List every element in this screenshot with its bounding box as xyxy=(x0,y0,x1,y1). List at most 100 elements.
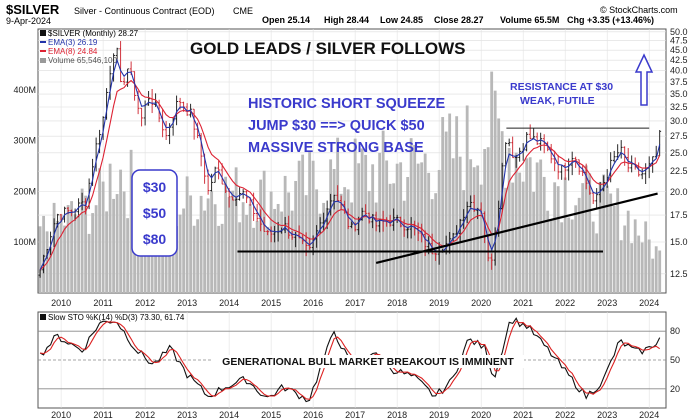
stoch-year-label: 2021 xyxy=(513,410,533,420)
volume-bar xyxy=(73,214,77,293)
stoch-legend-swatch xyxy=(40,314,46,320)
x-axis-stochastic: 2010 2011 2012 2013 2014 2015 2016 2017 2018 2019… xyxy=(51,410,659,420)
stoch-year-label: 2018 xyxy=(387,410,407,420)
volume-bar xyxy=(630,243,634,293)
price-tick-label: 45.0 xyxy=(670,45,688,55)
stoch-d-line xyxy=(40,320,661,400)
volume-bar xyxy=(115,194,119,293)
squeeze-line-1: HISTORIC SHORT SQUEEZE xyxy=(248,96,445,112)
price-tick-label: 17.5 xyxy=(670,210,688,220)
volume-bar xyxy=(189,195,193,293)
volume-bar xyxy=(210,191,214,293)
volume-bar xyxy=(581,183,585,293)
volume-bar xyxy=(413,144,417,293)
stoch-year-label: 2013 xyxy=(177,410,197,420)
open-value: Open 25.14 xyxy=(262,15,310,25)
volume-bar xyxy=(472,167,476,293)
volume-bar xyxy=(66,205,70,293)
volume-bar xyxy=(231,190,235,293)
price-tick-label: 40.0 xyxy=(670,66,688,76)
volume-bar xyxy=(325,208,329,293)
stoch-year-label: 2022 xyxy=(555,410,575,420)
volume-bar xyxy=(259,179,263,293)
volume-bar xyxy=(329,159,333,293)
volume-bar xyxy=(77,215,81,293)
volume-bar xyxy=(266,226,270,293)
volume-bar xyxy=(343,187,347,293)
volume-bar xyxy=(595,233,599,293)
volume-bar xyxy=(507,147,511,293)
price-axis: 12.5 15.0 17.5 20.0 22.5 25.0 27.5 30.0 32.5 35.0… xyxy=(670,27,688,279)
volume-bar xyxy=(423,153,427,293)
chart-legend: $SILVER (Monthly) 28.27 EMA(3) 26.19 EMA… xyxy=(40,29,139,65)
year-label: 2012 xyxy=(135,298,155,308)
volume-bar xyxy=(553,182,557,293)
price-tick-label: 30.0 xyxy=(670,116,688,126)
volume-bar xyxy=(364,154,368,293)
volume-bar xyxy=(392,183,396,293)
volume-bar xyxy=(476,165,480,293)
volume-bar xyxy=(640,242,644,293)
volume-bar xyxy=(399,162,403,293)
price-tick-label: 15.0 xyxy=(670,237,688,247)
year-label: 2014 xyxy=(219,298,239,308)
stoch-year-label: 2023 xyxy=(597,410,617,420)
year-label: 2013 xyxy=(177,298,197,308)
volume-bar xyxy=(469,159,473,293)
legend-volume: Volume 65,546,100 xyxy=(48,56,117,65)
volume-bar xyxy=(518,172,522,293)
volume-bar xyxy=(479,184,483,293)
up-arrow-icon xyxy=(634,53,654,106)
year-label: 2021 xyxy=(513,298,533,308)
year-label: 2010 xyxy=(51,298,71,308)
volume-bar xyxy=(238,222,242,293)
year-label: 2022 xyxy=(555,298,575,308)
volume-bar xyxy=(437,169,441,293)
volume-bar xyxy=(521,181,525,293)
volume-bar xyxy=(136,225,140,293)
volume-bar xyxy=(63,225,67,293)
price-tick-label: 32.5 xyxy=(670,102,688,112)
volume-bar xyxy=(262,170,266,293)
stoch-year-label: 2011 xyxy=(93,410,112,420)
volume-bar xyxy=(70,201,74,293)
volume-bar xyxy=(108,163,112,293)
volume-bar xyxy=(217,225,221,293)
volume-bar xyxy=(129,149,133,293)
volume-bar xyxy=(549,219,553,293)
stoch-year-label: 2017 xyxy=(345,410,365,420)
volume-bar xyxy=(486,147,490,293)
volume-bar xyxy=(360,148,364,293)
volume-bar xyxy=(633,219,637,293)
stoch-year-label: 2024 xyxy=(639,410,659,420)
x-axis-main: 2010 2011 2012 2013 2014 2015 2016 2017 2018 2019… xyxy=(51,298,659,308)
volume-bar xyxy=(245,214,249,293)
exchange: CME xyxy=(233,6,253,16)
volume-bar xyxy=(308,151,312,293)
volume-bar xyxy=(584,165,588,293)
target-30: $30 xyxy=(143,179,167,195)
volume-axis: 100M 200M 300M 400M xyxy=(13,85,36,247)
year-label: 2024 xyxy=(639,298,659,308)
year-label: 2016 xyxy=(303,298,323,308)
volume-bar xyxy=(371,164,375,293)
volume-bar xyxy=(542,176,546,293)
volume-bar xyxy=(301,154,305,293)
ema8-line xyxy=(39,79,661,271)
stoch-year-label: 2014 xyxy=(219,410,239,420)
volume-bar xyxy=(87,233,91,293)
volume-bar xyxy=(199,195,203,293)
volume-bar xyxy=(206,198,210,293)
volume-bar xyxy=(609,193,613,293)
watermark: © StockCharts.com xyxy=(600,5,678,15)
volume-bar xyxy=(234,167,238,293)
volume-bar xyxy=(42,215,46,293)
volume-bar xyxy=(427,172,431,293)
volume-bar xyxy=(339,193,343,293)
stoch-tick-label: 50 xyxy=(670,355,680,365)
volume-bar xyxy=(287,192,291,293)
volume-bar xyxy=(311,160,315,293)
volume-bar xyxy=(322,202,326,293)
volume-bar xyxy=(255,221,259,293)
